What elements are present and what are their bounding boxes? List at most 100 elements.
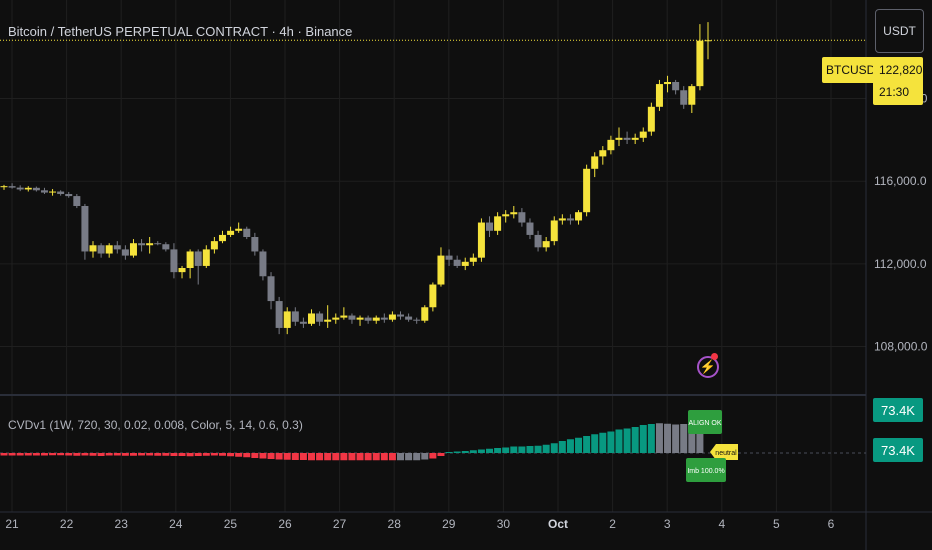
cvd-bar <box>259 453 267 459</box>
candle-body <box>307 313 315 324</box>
cvd-bar <box>57 453 65 456</box>
candle-body <box>299 321 307 324</box>
x-tick-label: 5 <box>773 517 780 531</box>
cvd-bar <box>550 443 558 453</box>
cvd-bar <box>591 434 599 453</box>
cvd-bar <box>388 453 396 461</box>
candle-body <box>32 187 40 191</box>
candle-body <box>413 319 421 321</box>
cvd-bar <box>186 453 194 457</box>
candle-body <box>429 284 437 308</box>
candle-body <box>664 82 672 85</box>
cvd-bar <box>235 453 243 457</box>
cvd-bar <box>332 453 340 461</box>
x-tick-label: 21 <box>5 517 19 531</box>
candle-body <box>24 187 32 190</box>
cvd-bar <box>170 453 178 456</box>
x-tick-label: 2 <box>609 517 616 531</box>
candle-body <box>704 40 712 42</box>
cvd-bar <box>154 453 162 456</box>
candle-body <box>340 315 348 318</box>
cvd-bar <box>340 453 348 461</box>
cvd-bar <box>121 453 129 456</box>
cvd-bar <box>275 453 283 460</box>
candle-body <box>49 191 57 193</box>
candle-body <box>469 257 477 262</box>
cvd-bar <box>664 423 672 453</box>
candle-body <box>291 311 299 322</box>
cvd-bar <box>178 453 186 456</box>
candle-body <box>316 313 324 322</box>
candle-body <box>566 218 574 221</box>
candle-body <box>477 222 485 258</box>
cvd-bar <box>8 453 16 456</box>
cvd-bar <box>680 424 688 453</box>
x-tick-label: 4 <box>718 517 725 531</box>
candle-body <box>380 317 388 320</box>
cvd-bar <box>429 453 437 459</box>
x-tick-label: 28 <box>388 517 402 531</box>
cvd-bar <box>405 453 413 461</box>
cvd-bar <box>380 453 388 461</box>
cvd-bar <box>615 429 623 453</box>
y-tick-label: 116,000.0 <box>874 174 927 188</box>
candle-body <box>364 317 372 321</box>
cvd-bar <box>73 453 81 456</box>
candle-body <box>267 276 275 302</box>
cvd-bar <box>356 453 364 461</box>
y-tick-label: 112,000.0 <box>874 257 927 271</box>
candle-body <box>210 241 218 250</box>
cvd-bar <box>162 453 170 456</box>
cvd-bar <box>113 453 121 456</box>
flash-icon[interactable]: ⚡ <box>697 356 719 378</box>
candle-body <box>510 212 518 215</box>
cvd-bar <box>688 423 696 453</box>
cvd-bar <box>0 453 8 456</box>
cvd-bar <box>477 449 485 453</box>
candle-body <box>680 90 688 105</box>
indicator-legend[interactable]: CVDv1 (1W, 720, 30, 0.02, 0.008, Color, … <box>8 418 303 432</box>
candle-body <box>502 214 510 217</box>
candle-body <box>89 245 97 252</box>
x-tick-label: 29 <box>442 517 456 531</box>
cvd-bar <box>243 453 251 458</box>
candle-body <box>178 268 186 273</box>
neutral-label: neutral <box>710 444 738 460</box>
cvd-histogram <box>0 423 704 461</box>
candle-body <box>518 212 526 223</box>
candle-body <box>186 251 194 268</box>
cvd-bar <box>218 453 226 456</box>
cvd-bar <box>40 453 48 456</box>
cvd-bar <box>623 428 631 453</box>
cvd-bar <box>267 453 275 459</box>
cvd-bar <box>631 427 639 453</box>
candle-body <box>486 222 494 231</box>
cvd-bar <box>316 453 324 461</box>
cvd-bar <box>97 453 105 456</box>
cvd-bar <box>494 448 502 453</box>
candle-body <box>453 259 461 266</box>
candle-body <box>8 186 16 188</box>
x-tick-label: 27 <box>333 517 347 531</box>
cvd-bar <box>210 453 218 456</box>
cvd-bar <box>486 448 494 453</box>
cvd-bar <box>583 436 591 453</box>
cvd-bar <box>397 453 405 461</box>
candle-body <box>348 315 356 320</box>
currency-unit-button[interactable]: USDT <box>875 9 924 53</box>
time-axis-ticks: 21 22 23 24 25 26 27 28 29 30 Oct 2 3 4 5 6 <box>5 517 834 531</box>
candle-body <box>534 234 542 248</box>
cvd-bar <box>469 450 477 453</box>
cvd-bar <box>372 453 380 461</box>
cvd-bar <box>672 424 680 453</box>
candle-body <box>639 131 647 138</box>
candle-body <box>129 243 137 256</box>
cvd-bar <box>453 451 461 453</box>
cvd-bar <box>16 453 24 456</box>
cvd-bar <box>364 453 372 461</box>
cvd-bar <box>461 451 469 453</box>
cvd-bar <box>421 453 429 460</box>
imbalance-label: Imb 100.0% <box>686 458 726 482</box>
cvd-bar <box>655 423 663 453</box>
cvd-bar <box>647 424 655 453</box>
